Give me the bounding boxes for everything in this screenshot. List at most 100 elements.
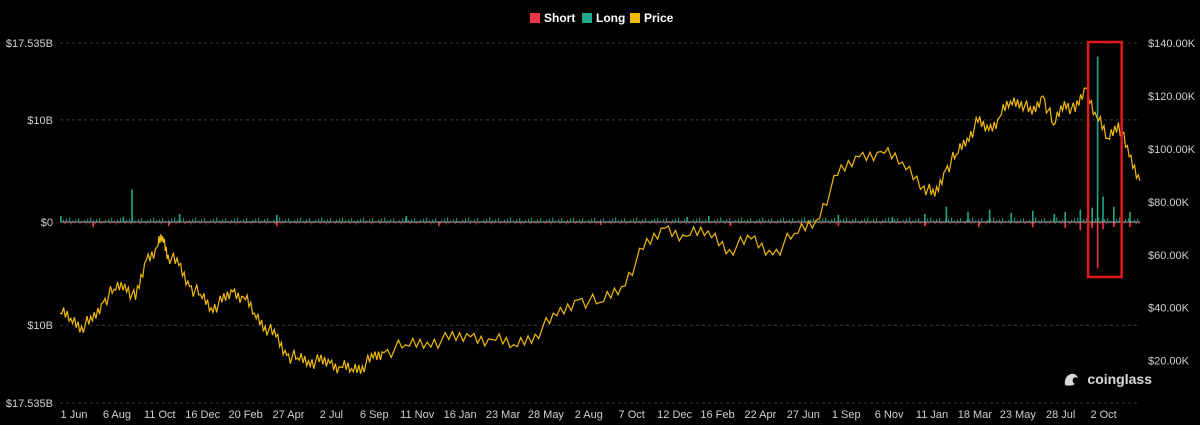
- long-bar-noise: [258, 217, 260, 222]
- long-bar-noise: [906, 218, 908, 222]
- short-bar-noise: [310, 222, 312, 225]
- long-bar-noise: [702, 220, 704, 222]
- long-bar-noise: [492, 220, 494, 222]
- short-bar-noise: [925, 222, 927, 225]
- long-bar-noise: [663, 219, 665, 222]
- long-bar-noise: [933, 220, 935, 222]
- short-bar: [837, 222, 840, 227]
- short-bar-noise: [598, 222, 600, 224]
- long-bar-noise: [645, 218, 647, 222]
- short-bar-noise: [1018, 222, 1020, 224]
- long-bar-noise: [720, 217, 722, 222]
- price-line-layer: [59, 87, 1141, 374]
- short-bar-noise: [610, 222, 612, 225]
- short-bar-noise: [1138, 222, 1140, 224]
- legend[interactable]: Short Long Price: [530, 11, 674, 25]
- long-bar-noise: [1098, 217, 1100, 222]
- long-bar-noise: [468, 217, 470, 222]
- long-bar-noise: [135, 220, 137, 222]
- legend-item-short[interactable]: Short: [530, 11, 575, 25]
- short-bar-noise: [268, 222, 270, 224]
- short-bar: [1091, 222, 1093, 229]
- short-bar-noise: [88, 222, 90, 224]
- long-bar-noise: [849, 220, 851, 222]
- x-tick-label: 11 Oct: [144, 409, 176, 421]
- long-bar-noise: [78, 218, 80, 222]
- long-bar-noise: [198, 220, 200, 222]
- short-bar-noise: [739, 222, 741, 224]
- long-bar-noise: [966, 219, 968, 222]
- short-bar-noise: [298, 222, 300, 224]
- long-bar-noise: [549, 218, 551, 222]
- short-bar-noise: [469, 222, 471, 224]
- short-bar-noise: [163, 222, 165, 224]
- long-bar-noise: [150, 218, 152, 222]
- long-bar-noise: [72, 220, 74, 222]
- x-tick-label: 12 Dec: [657, 409, 692, 421]
- short-bar-noise: [445, 222, 447, 225]
- short-bar-noise: [568, 222, 570, 224]
- short-bar-noise: [994, 222, 996, 224]
- left-tick-label: $10B: [27, 115, 53, 127]
- short-bar-noise: [595, 222, 597, 225]
- long-bar-noise: [882, 219, 884, 222]
- legend-item-long[interactable]: Long: [582, 11, 625, 25]
- highlight-box: [1086, 40, 1123, 279]
- long-bar-noise: [201, 219, 203, 222]
- short-bar-noise: [130, 222, 132, 225]
- long-bar-noise: [1125, 219, 1127, 222]
- short-bar-noise: [964, 222, 966, 224]
- legend-item-price[interactable]: Price: [630, 11, 674, 25]
- x-tick-label: 2 Aug: [575, 409, 603, 421]
- long-bar-noise: [1062, 219, 1064, 222]
- short-bar-noise: [1009, 222, 1011, 224]
- long-bar-noise: [330, 218, 332, 222]
- long-bar-noise: [855, 218, 857, 222]
- long-bar-noise: [204, 218, 206, 222]
- long-bar-noise: [717, 218, 719, 222]
- long-bar-noise: [450, 220, 452, 222]
- short-bar-noise: [64, 222, 66, 224]
- long-bar-noise: [621, 219, 623, 222]
- short-bar-noise: [979, 222, 981, 224]
- long-bar-noise: [918, 218, 920, 222]
- long-bar: [276, 214, 278, 222]
- long-bar-noise: [153, 217, 155, 222]
- short-bar-noise: [853, 222, 855, 224]
- short-bar-noise: [583, 222, 585, 224]
- short-bar-noise: [250, 222, 252, 225]
- short-bar-noise: [394, 222, 396, 224]
- short-bar-noise: [553, 222, 555, 224]
- short-bar: [1064, 222, 1066, 229]
- short-bar-noise: [1093, 222, 1095, 224]
- long-bar-noise: [219, 220, 221, 222]
- short-bar-noise: [538, 222, 540, 224]
- short-bar-noise: [154, 222, 156, 224]
- short-bar-noise: [388, 222, 390, 224]
- short-bar-noise: [124, 222, 126, 224]
- short-bar-noise: [94, 222, 96, 224]
- long-bar-noise: [195, 217, 197, 222]
- long-bar-noise: [528, 218, 530, 222]
- short-bar-noise: [1033, 222, 1035, 224]
- short-bar-noise: [805, 222, 807, 225]
- short-bar-noise: [385, 222, 387, 225]
- long-bar-noise: [171, 218, 173, 222]
- short-bar-noise: [733, 222, 735, 224]
- short-bar-noise: [559, 222, 561, 224]
- long-bar-noise: [336, 219, 338, 222]
- long-bar-noise: [624, 218, 626, 222]
- watermark: coinglass: [1061, 369, 1152, 389]
- long-bar-noise: [1008, 219, 1010, 222]
- short-bar-noise: [874, 222, 876, 224]
- short-bar-noise: [238, 222, 240, 224]
- long-bar-noise: [426, 217, 428, 222]
- long-bar-noise: [519, 218, 521, 222]
- x-tick-label: 6 Aug: [103, 409, 131, 421]
- long-bar-noise: [390, 219, 392, 222]
- short-bar-noise: [190, 222, 192, 225]
- long-bar-noise: [360, 218, 362, 222]
- long-bar-noise: [321, 217, 323, 222]
- long-bar-noise: [402, 218, 404, 222]
- short-bar-noise: [565, 222, 567, 225]
